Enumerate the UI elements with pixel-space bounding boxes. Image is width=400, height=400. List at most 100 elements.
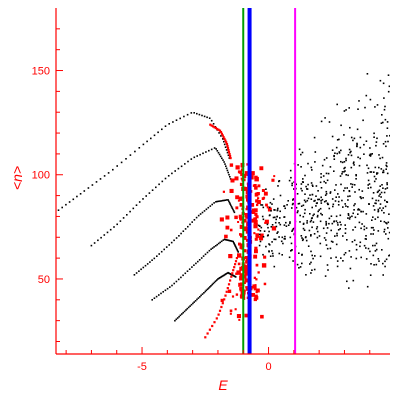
data-point: [348, 218, 351, 220]
data-point: [320, 200, 322, 202]
data-point: [135, 272, 138, 274]
data-point: [328, 207, 331, 210]
data-point: [229, 163, 234, 167]
data-point: [365, 140, 368, 142]
data-point: [214, 127, 217, 130]
data-point: [321, 214, 323, 216]
data-point: [373, 180, 376, 183]
data-point: [357, 209, 359, 211]
data-point: [239, 246, 242, 249]
data-point: [229, 176, 231, 178]
data-point: [326, 227, 329, 229]
data-point: [232, 210, 235, 212]
data-point: [235, 165, 240, 170]
data-point: [291, 203, 294, 206]
data-point: [298, 252, 300, 254]
data-point: [235, 257, 238, 260]
data-point: [200, 294, 202, 297]
data-point: [316, 230, 319, 233]
data-point: [240, 177, 243, 180]
data-point: [229, 203, 231, 205]
data-point: [132, 207, 135, 210]
data-point: [227, 283, 231, 286]
data-point: [166, 287, 169, 290]
data-point: [103, 175, 106, 177]
data-point: [357, 108, 359, 110]
data-point: [190, 112, 193, 114]
data-point: [224, 199, 227, 201]
data-point: [345, 205, 347, 207]
data-point: [365, 258, 368, 260]
data-point: [220, 298, 224, 302]
data-point: [344, 203, 346, 205]
data-point: [307, 197, 310, 200]
data-point: [315, 195, 317, 197]
data-point: [222, 190, 225, 193]
data-point: [323, 237, 326, 239]
data-point: [256, 200, 261, 205]
data-point: [367, 179, 370, 182]
data-point: [289, 236, 292, 239]
data-point: [195, 216, 198, 219]
data-point: [300, 153, 302, 156]
data-point: [354, 203, 356, 205]
data-point: [309, 213, 311, 215]
y-tick-label: 50: [38, 274, 50, 286]
data-point: [234, 215, 238, 220]
data-point: [313, 200, 315, 202]
data-point: [389, 134, 390, 137]
data-point: [222, 159, 224, 161]
data-point: [83, 190, 86, 192]
data-point: [268, 243, 270, 245]
data-point: [355, 174, 357, 176]
data-point: [234, 245, 237, 247]
data-point: [371, 219, 373, 221]
data-point: [315, 202, 318, 205]
data-point: [270, 226, 273, 228]
data-point: [330, 240, 333, 243]
data-point: [224, 234, 228, 239]
data-point: [222, 274, 225, 277]
data-point: [213, 281, 216, 284]
data-point: [274, 238, 277, 241]
data-point: [289, 221, 291, 223]
data-point: [343, 167, 345, 170]
data-point: [372, 192, 375, 194]
data-point: [347, 213, 350, 215]
data-point: [330, 257, 332, 259]
data-point: [334, 235, 336, 237]
data-point: [318, 198, 321, 201]
data-point: [319, 207, 322, 210]
data-point: [310, 235, 312, 237]
data-point: [229, 228, 233, 232]
data-point: [354, 226, 357, 228]
data-point: [245, 194, 249, 199]
data-point: [227, 154, 230, 157]
data-point: [276, 232, 278, 234]
data-point: [301, 181, 304, 183]
data-point: [225, 167, 228, 170]
data-point: [349, 267, 352, 270]
series-4: [174, 271, 237, 322]
data-point: [384, 265, 386, 268]
data-point: [353, 164, 355, 166]
data-point: [269, 201, 272, 204]
data-point: [254, 284, 257, 287]
data-point: [257, 224, 260, 227]
data-point: [310, 166, 313, 169]
data-point: [307, 183, 309, 186]
data-point: [347, 206, 349, 208]
data-point: [271, 252, 274, 255]
data-point: [167, 175, 170, 177]
data-point: [190, 303, 193, 306]
data-point: [360, 210, 362, 213]
series-8: [257, 73, 390, 289]
data-point: [155, 295, 158, 298]
data-point: [370, 226, 373, 229]
data-point: [191, 266, 193, 268]
data-point: [351, 183, 354, 186]
data-point: [240, 282, 245, 287]
data-point: [176, 317, 179, 319]
data-point: [235, 293, 239, 296]
data-point: [237, 262, 241, 266]
